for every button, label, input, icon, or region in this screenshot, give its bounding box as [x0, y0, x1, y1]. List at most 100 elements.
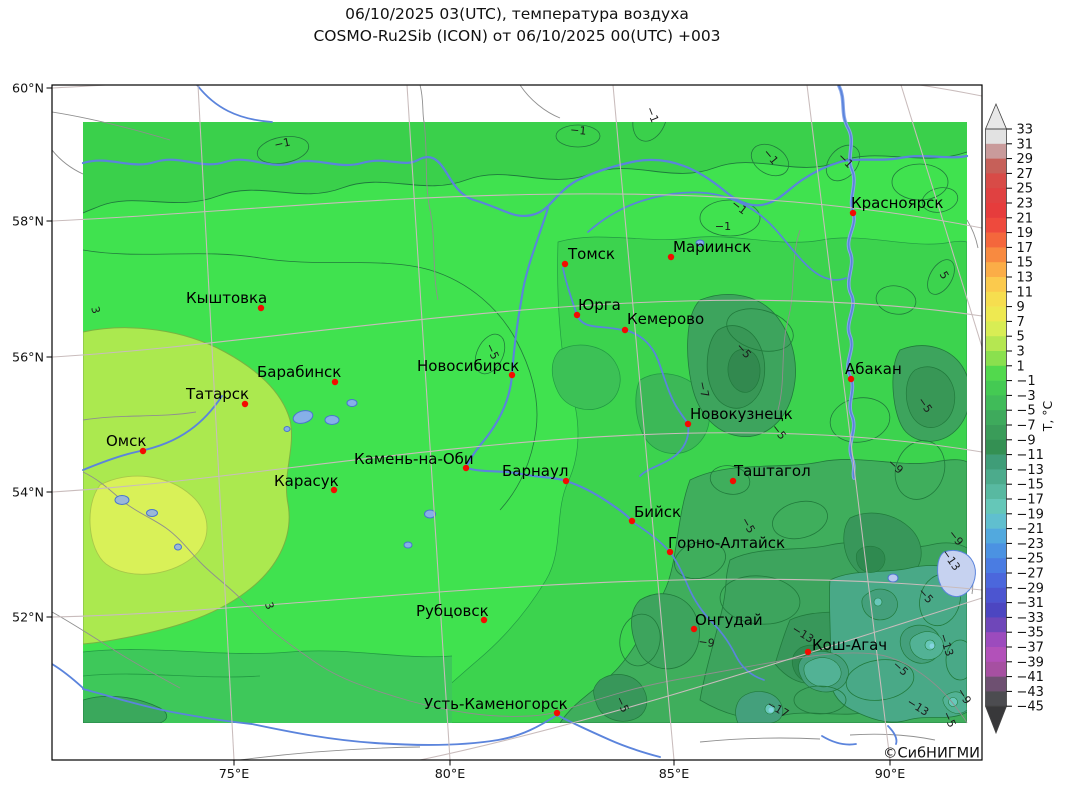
colorbar-tick-label: −9: [1017, 433, 1036, 448]
city-label: Татарск: [185, 385, 249, 403]
city-label: Бийск: [634, 503, 681, 521]
colorbar-tick-label: −21: [1017, 522, 1044, 537]
lat-tick-label: 56°N: [12, 350, 44, 365]
city-label: Кыштовка: [186, 289, 267, 307]
colorbar-segment: [985, 336, 1007, 352]
contour-label: 3: [262, 600, 277, 611]
city-label: Горно-Алтайск: [668, 534, 785, 552]
colorbar-tick-label: 21: [1017, 211, 1034, 226]
colorbar-segment: [985, 484, 1007, 500]
colorbar-segment: [985, 129, 1007, 145]
city-label: Красноярск: [851, 194, 943, 212]
colorbar-segment: [985, 247, 1007, 263]
colorbar-title: Т, °С: [1040, 400, 1055, 432]
colorbar-tick-label: 27: [1017, 167, 1034, 182]
city-dot: [561, 260, 569, 268]
rivers: [52, 85, 969, 758]
city-label: Кош-Агач: [812, 636, 887, 654]
colorbar-segment: [985, 380, 1007, 396]
city-dot: [804, 648, 812, 656]
colorbar-tick-label: −17: [1017, 493, 1044, 508]
colorbar-tick-label: −7: [1017, 419, 1036, 434]
colorbar-tick-label: 9: [1017, 300, 1025, 315]
colorbar-segment: [985, 173, 1007, 189]
contour-label: −1: [643, 105, 661, 125]
colorbar-tick-label: 23: [1017, 197, 1034, 212]
city-label: Новосибирск: [417, 357, 519, 375]
colorbar-tick-label: −35: [1017, 626, 1044, 641]
axis-ticks: 60°N 58°N 56°N 54°N 52°N 75°E 80°E 85°E 90°E: [12, 81, 905, 782]
colorbar-outline: [985, 128, 1007, 707]
city-dot: [553, 709, 561, 717]
colorbar-segment: [985, 528, 1007, 544]
colorbar-segment: [985, 617, 1007, 633]
city-dot: [621, 326, 629, 334]
city-dot: [241, 400, 249, 408]
city-label: Рубцовск: [416, 602, 489, 620]
colorbar-tick-label: −15: [1017, 478, 1044, 493]
city-dot: [139, 447, 147, 455]
colorbar-tick-label: −37: [1017, 641, 1044, 656]
city-dot: [462, 464, 470, 472]
colorbar-segment: [985, 395, 1007, 411]
colorbar-arrow-up: [984, 102, 1008, 130]
city-dot: [628, 517, 636, 525]
colorbar-segment: [985, 647, 1007, 663]
colorbar-tick-label: −1: [1017, 374, 1036, 389]
colorbar-segment: [985, 573, 1007, 589]
colorbar-tick-label: 25: [1017, 182, 1034, 197]
title-line-1: 06/10/2025 03(UTC), температура воздуха: [345, 5, 689, 23]
admin-boundaries: [52, 85, 979, 760]
city-label: Карасук: [274, 472, 339, 490]
colorbar-segment: [985, 351, 1007, 367]
colorbar-segment: [985, 469, 1007, 485]
contour-label: −1: [570, 123, 587, 137]
colorbar-segment: [985, 543, 1007, 559]
contour-lines: [83, 122, 967, 715]
lon-tick-label: 75°E: [219, 766, 250, 781]
colorbar-segment: [985, 602, 1007, 618]
contour-label: −5: [940, 709, 959, 729]
contour-label: −5: [613, 694, 632, 714]
colorbar-tick-label: 31: [1017, 137, 1034, 152]
city-dot: [667, 253, 675, 261]
colorbar-tick-label: −11: [1017, 448, 1044, 463]
colorbar-segment: [985, 558, 1007, 574]
colorbar-segment: [985, 203, 1007, 219]
city-dot: [684, 420, 692, 428]
contour-label: 3: [88, 305, 102, 315]
colorbar-tick-label: −29: [1017, 581, 1044, 596]
colorbar-segment: [985, 217, 1007, 233]
colorbar-tick-label: 3: [1017, 345, 1025, 360]
colorbar-tick-label: 7: [1017, 315, 1025, 330]
colorbar-tick-label: 1: [1017, 359, 1025, 374]
lakes: [114, 239, 976, 597]
contour-label: −1: [715, 220, 731, 233]
colorbar-tick-label: 11: [1017, 285, 1034, 300]
colorbar-tick-label: 19: [1017, 226, 1034, 241]
contour-label: −9: [698, 635, 716, 650]
colorbar: 33312927252321191715131197531−1−3−5−7−9−…: [984, 102, 1044, 735]
colorbar-segment: [985, 143, 1007, 159]
colorbar-segment: [985, 410, 1007, 426]
city-dot: [573, 311, 581, 319]
city-label: Омск: [106, 432, 146, 450]
colorbar-tick-label: 5: [1017, 330, 1025, 345]
city-markers: Красноярск Томск Мариинск Кыштовка Юрга Кемер…: [106, 194, 943, 717]
colorbar-arrow-down: [984, 705, 1008, 735]
colorbar-tick-label: −3: [1017, 389, 1036, 404]
colorbar-segment: [985, 425, 1007, 441]
geography-layer: [52, 85, 982, 760]
colorbar-segment: [985, 262, 1007, 278]
city-label: Новокузнецк: [690, 405, 793, 423]
colorbar-segment: [985, 188, 1007, 204]
city-label: Абакан: [845, 360, 902, 378]
city-label: Барнаул: [502, 462, 568, 480]
colorbar-segment: [985, 291, 1007, 307]
city-dot: [847, 375, 855, 383]
city-dot: [330, 486, 338, 494]
copyright-label: ©СибНИГМИ: [883, 746, 980, 762]
city-dot: [562, 477, 570, 485]
